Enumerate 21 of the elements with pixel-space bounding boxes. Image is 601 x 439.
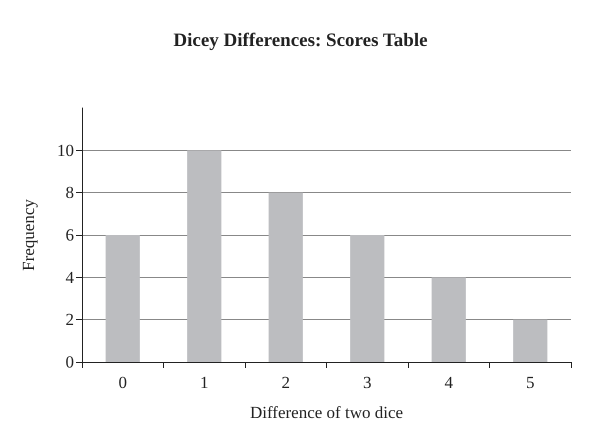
- chart-title: Dicey Differences: Scores Table: [173, 30, 428, 51]
- bar: [106, 235, 140, 362]
- x-tick-label: 2: [282, 373, 290, 392]
- x-tick-label: 3: [363, 373, 372, 392]
- y-tick-label: 2: [66, 310, 74, 330]
- y-tick-label: 10: [57, 140, 74, 160]
- x-tick-label: 5: [526, 373, 534, 392]
- x-tick-label: 1: [200, 373, 208, 392]
- bar: [513, 320, 548, 362]
- y-axis-title: Frequency: [19, 198, 38, 271]
- y-tick-label: 0: [66, 352, 74, 372]
- y-tick-label: 8: [66, 183, 74, 202]
- y-tick-label: 6: [66, 226, 74, 244]
- y-tick-label: 4: [66, 268, 74, 287]
- bar: [268, 192, 303, 362]
- bar: [350, 235, 384, 362]
- x-axis-title: Difference of two dice: [250, 403, 404, 422]
- x-tick-label: 4: [444, 373, 454, 392]
- bar: [432, 277, 466, 362]
- bar: [187, 150, 222, 362]
- x-tick-label: 0: [118, 373, 127, 392]
